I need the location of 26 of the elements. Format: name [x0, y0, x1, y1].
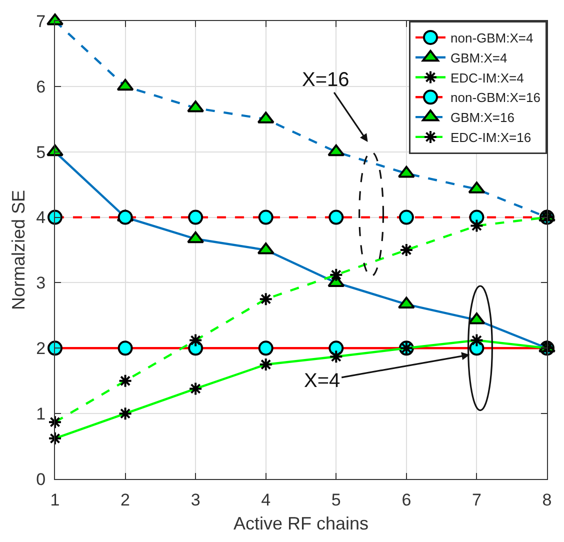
x-tick-label: 3 [190, 490, 200, 510]
y-tick-label: 0 [36, 470, 46, 489]
legend-label: non-GBM:X=4 [450, 30, 534, 46]
legend-label: EDC-IM:X=4 [450, 70, 524, 86]
annotation: X=4 [304, 370, 340, 392]
y-tick-label: 7 [36, 12, 46, 31]
x-axis-title: Active RF chains [233, 514, 369, 534]
x-tick-label: 6 [402, 490, 412, 510]
x-tick-label: 1 [50, 490, 60, 510]
y-tick-label: 1 [36, 404, 46, 424]
x-tick-label: 8 [542, 490, 552, 510]
legend-label: GBM:X=4 [450, 50, 508, 66]
legend-label: non-GBM:X=16 [450, 90, 540, 106]
annotation: X=16 [302, 69, 350, 91]
y-axis-title: Normalzied SE [8, 190, 28, 310]
legend-label: EDC-IM:X=16 [450, 130, 532, 146]
x-tick-label: 7 [472, 490, 482, 510]
y-tick-label: 5 [36, 142, 46, 162]
y-tick-label: 2 [36, 339, 46, 358]
legend-label: GBM:X=16 [450, 110, 514, 126]
y-tick-label: 3 [36, 274, 46, 293]
x-tick-label: 2 [120, 490, 130, 510]
x-tick-label: 4 [261, 490, 271, 510]
x-tick-label: 5 [331, 490, 341, 510]
y-tick-label: 6 [36, 77, 46, 96]
y-tick-label: 4 [36, 208, 46, 228]
